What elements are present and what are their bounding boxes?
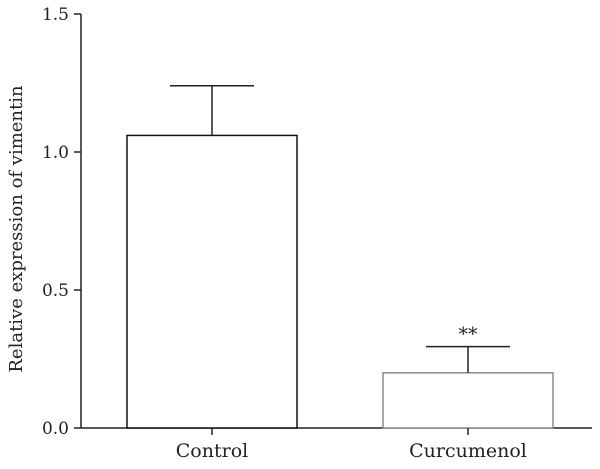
y-tick-label: 0.5 (42, 281, 69, 301)
y-tick-label: 1.5 (42, 5, 69, 25)
bar-control (126, 134, 298, 429)
plot-area: 0.0 0.5 1.0 1.5 Control ** Curcumenol (42, 5, 592, 462)
significance-marker: ** (459, 324, 479, 346)
category-label-curcumenol: Curcumenol (409, 440, 527, 462)
y-tick-label: 0.0 (42, 419, 69, 439)
bar-curcumenol (382, 372, 554, 429)
y-tick-label: 1.0 (42, 143, 69, 163)
category-label-control: Control (176, 440, 248, 462)
y-axis-label: Relative expression of vimentin (6, 85, 27, 373)
